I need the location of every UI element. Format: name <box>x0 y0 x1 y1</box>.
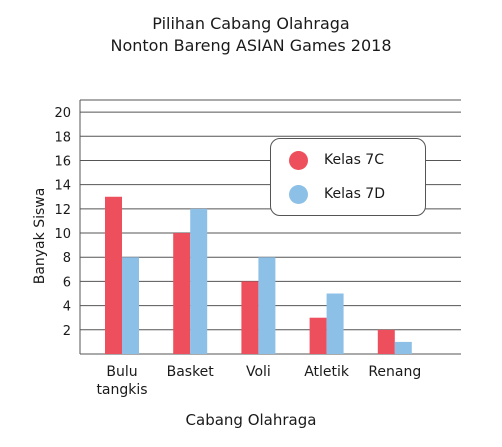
y-tick-label: 16 <box>54 154 71 169</box>
legend-swatch-kelas-7d <box>289 184 308 204</box>
y-tick-label: 8 <box>63 251 71 266</box>
x-tick-label: Atletik <box>304 364 350 380</box>
bar-kelas-7d-1 <box>190 208 208 354</box>
x-tick-label: Bulu <box>106 364 137 380</box>
y-tick-label: 12 <box>54 203 71 218</box>
x-tick-label: Voli <box>246 364 271 380</box>
bar-kelas-7c-2 <box>241 281 259 354</box>
bar-kelas-7d-2 <box>258 257 276 354</box>
y-tick-label: 6 <box>63 275 71 290</box>
legend: Kelas 7C Kelas 7D <box>270 138 426 216</box>
bar-kelas-7d-3 <box>326 293 344 354</box>
chart-title-line-2: Nonton Bareng ASIAN Games 2018 <box>110 36 392 55</box>
legend-item-kelas-7c: Kelas 7C <box>289 149 384 171</box>
bar-kelas-7d-0 <box>122 257 139 354</box>
bar-kelas-7c-3 <box>309 317 327 354</box>
y-tick-label: 18 <box>54 130 71 145</box>
y-tick-label: 10 <box>54 227 71 242</box>
x-axis-label: Cabang Olahraga <box>185 411 317 429</box>
x-tick-label: tangkis <box>96 382 147 398</box>
bar-kelas-7c-4 <box>377 329 395 354</box>
y-tick-label: 14 <box>54 179 71 194</box>
legend-item-kelas-7d: Kelas 7D <box>289 183 385 205</box>
legend-swatch-kelas-7c <box>289 150 308 170</box>
y-tick-label: 2 <box>63 324 71 339</box>
bar-kelas-7d-4 <box>394 341 412 354</box>
y-tick-label: 4 <box>63 300 71 315</box>
bar-kelas-7c-0 <box>105 196 122 354</box>
y-tick-label: 20 <box>54 106 71 121</box>
legend-label-kelas-7d: Kelas 7D <box>324 186 385 202</box>
x-tick-label: Basket <box>167 364 215 380</box>
chart-title-line-1: Pilihan Cabang Olahraga <box>152 14 350 33</box>
y-axis-label: Banyak Siswa <box>32 187 48 285</box>
x-tick-label: Renang <box>368 364 421 380</box>
legend-label-kelas-7c: Kelas 7C <box>324 152 384 168</box>
bar-kelas-7c-1 <box>173 233 191 354</box>
